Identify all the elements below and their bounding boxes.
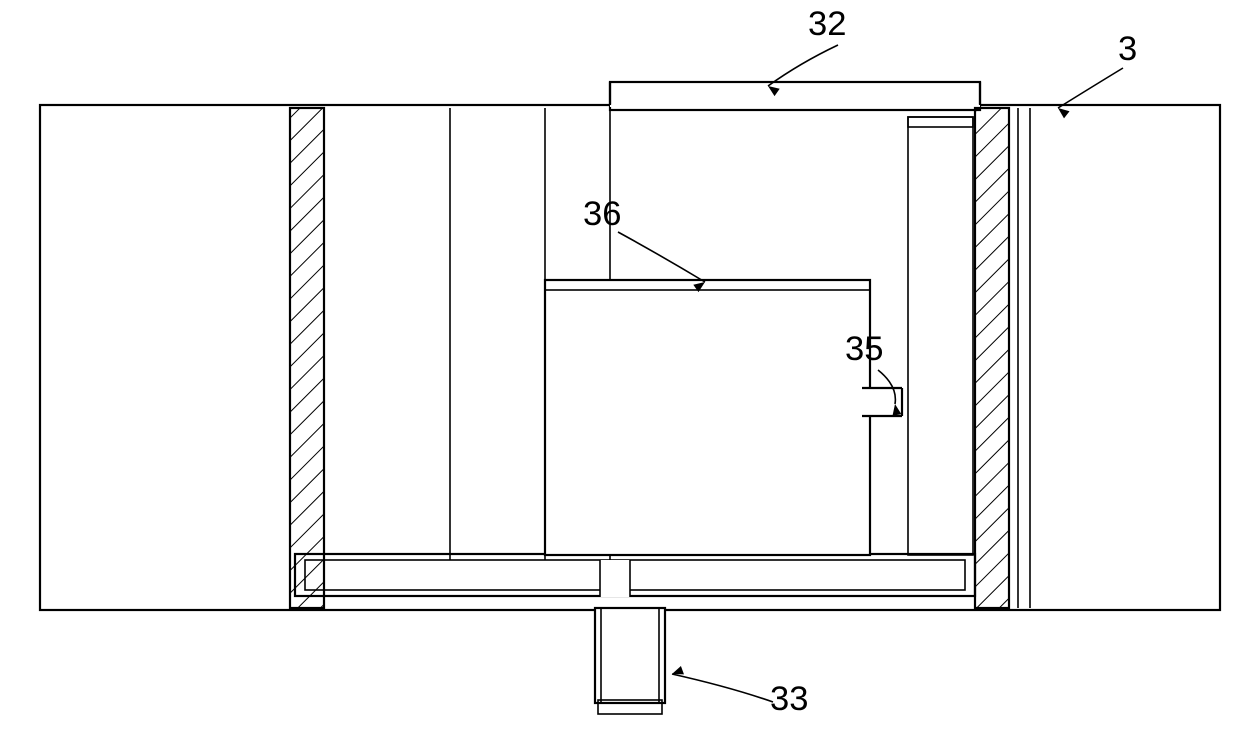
hatched-wall-left (290, 108, 324, 608)
label-text-33: 33 (770, 680, 808, 718)
label-text-35: 35 (845, 330, 883, 368)
inner-block-36 (545, 280, 870, 555)
label-text-32: 32 (808, 5, 846, 43)
label-text-36: 36 (583, 195, 621, 233)
bottom-stub-33 (595, 608, 665, 703)
hatched-wall-right (975, 108, 1009, 608)
label-text-3: 3 (1118, 30, 1137, 68)
